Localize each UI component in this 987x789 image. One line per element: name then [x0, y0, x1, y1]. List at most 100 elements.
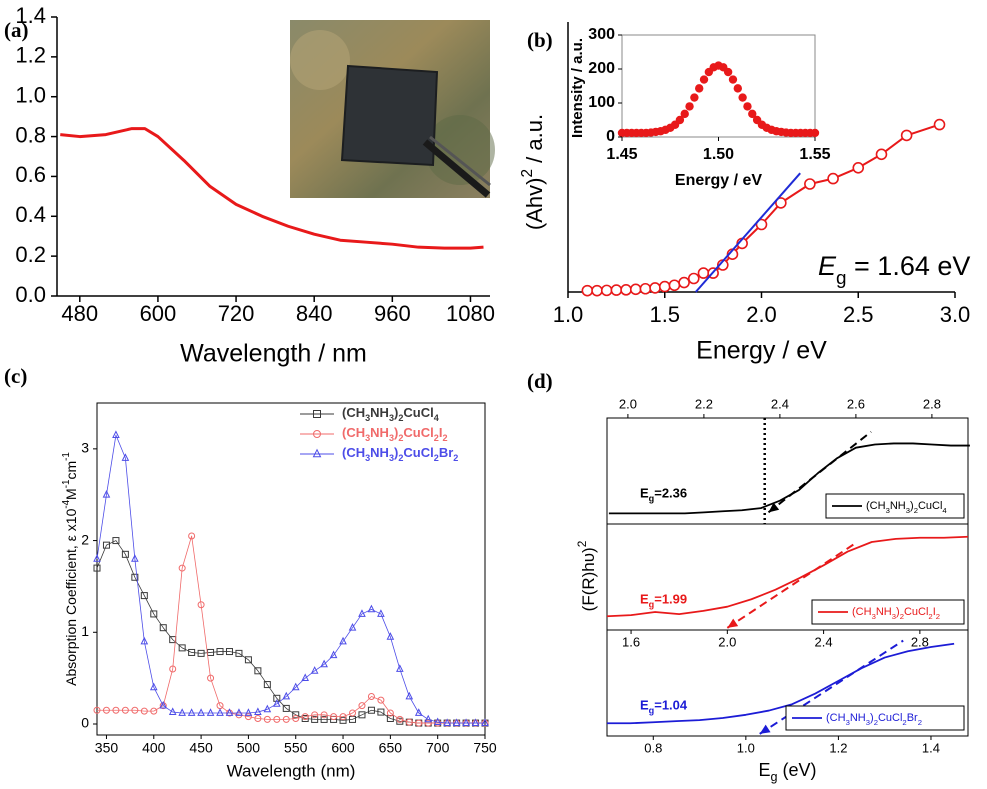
- x-axis-label: Wavelength / nm: [180, 340, 367, 368]
- formula-part: (CH: [866, 500, 886, 512]
- y-tick-label: 2: [81, 531, 89, 547]
- figure: (a) (b) (c) (d) 48060072084096010800.00.…: [0, 0, 987, 789]
- formula-part: NH: [890, 500, 906, 512]
- x-tick-label: 600: [331, 740, 355, 756]
- panel-label: (d): [527, 369, 553, 393]
- inset-frame: [622, 35, 815, 137]
- x-tick-label: 450: [189, 740, 213, 756]
- x-tick-label: 2.0: [718, 634, 736, 649]
- formula-part: (CH: [852, 606, 872, 618]
- y-axis-label-part: 2: [519, 169, 536, 178]
- y-tick-label: 0.2: [15, 242, 46, 267]
- legend-label: (CH3NH3)2CuCl2Br2: [342, 445, 458, 463]
- y-tick-label: 300: [588, 26, 615, 43]
- marker: [805, 179, 815, 189]
- formula-part: CuCl: [918, 500, 942, 512]
- marker: [669, 280, 679, 290]
- marker: [679, 278, 689, 288]
- marker: [695, 84, 703, 92]
- x-tick-label: 1.2: [829, 740, 847, 755]
- marker: [312, 667, 318, 673]
- marker: [689, 274, 699, 284]
- marker: [876, 149, 886, 159]
- y-axis-label-part: (F(R)hυ): [579, 547, 598, 611]
- marker: [631, 284, 641, 294]
- marker: [302, 675, 308, 681]
- y-axis-label-part: M: [63, 488, 79, 500]
- formula-part: CuCl: [904, 606, 928, 618]
- formula-part: 2: [453, 453, 458, 463]
- x-tick-label: 720: [218, 301, 255, 326]
- x-tick-label: 2.2: [695, 396, 713, 411]
- formula-part: Br: [907, 712, 918, 724]
- marker: [902, 130, 912, 140]
- formula-part: CuCl: [403, 425, 433, 440]
- annotation-part: =2.36: [654, 486, 687, 501]
- annotation-part: g: [836, 268, 847, 289]
- marker: [368, 606, 374, 612]
- formula-part: (CH: [342, 405, 365, 420]
- page: {"chart_data": [ {"type": "line", "panel…: [0, 0, 987, 789]
- x-tick-label: 1.50: [703, 146, 734, 163]
- x-tick-label: 0.8: [644, 740, 662, 755]
- y-axis-label-part: 2: [575, 540, 589, 547]
- x-axis-label: Eg (eV): [758, 760, 816, 785]
- y-tick-label: 0.0: [15, 282, 46, 307]
- y-tick-label: 100: [588, 94, 615, 111]
- annotation-part: E: [640, 592, 649, 607]
- y-tick-label: 0: [81, 715, 89, 731]
- legend-label: (CH3NH3)2CuCl2I2: [342, 425, 448, 443]
- formula-part: 4: [942, 506, 947, 515]
- marker: [650, 283, 660, 293]
- x-tick-label: 2.0: [746, 302, 777, 327]
- marker: [321, 661, 327, 667]
- marker: [685, 102, 693, 110]
- y-tick-label: 3: [81, 440, 89, 456]
- marker: [189, 709, 195, 715]
- x-tick-label: 2.4: [815, 634, 833, 649]
- marker: [660, 282, 670, 292]
- x-tick-label: 2.4: [771, 396, 789, 411]
- series-line: [97, 435, 485, 723]
- marker: [314, 450, 321, 457]
- y-tick-label: 1.4: [15, 3, 46, 28]
- y-tick-label: 0: [606, 128, 615, 145]
- x-tick-label: 1.0: [553, 302, 584, 327]
- annotation: Eg=2.36: [640, 486, 687, 504]
- x-tick-label: 750: [473, 740, 497, 756]
- annotation-part: E: [640, 486, 649, 501]
- formula-part: NH: [370, 405, 389, 420]
- x-tick-label: 1.0: [737, 740, 755, 755]
- marker: [592, 286, 602, 296]
- y-axis-label-part: -1: [61, 452, 72, 461]
- y-axis-label-part: Absorption Coefficient, ε x10: [63, 508, 79, 685]
- y-tick-label: 1.2: [15, 43, 46, 68]
- marker: [198, 709, 204, 715]
- marker: [700, 75, 708, 83]
- x-tick-label: 2.6: [847, 396, 865, 411]
- marker: [681, 110, 689, 118]
- marker: [621, 285, 631, 295]
- formula-part: NH: [850, 712, 866, 724]
- marker: [935, 120, 945, 130]
- photo-film: [342, 66, 437, 165]
- x-tick-label: 840: [296, 301, 333, 326]
- x-tick-label: 3.0: [940, 302, 971, 327]
- y-tick-label: 1: [81, 623, 89, 639]
- photo-blur: [290, 30, 350, 90]
- marker: [283, 693, 289, 699]
- marker: [208, 709, 214, 715]
- x-tick-label: 650: [379, 740, 403, 756]
- marker: [729, 75, 737, 83]
- marker: [611, 285, 621, 295]
- series-line: [97, 536, 485, 723]
- annotation-part: =1.99: [654, 592, 687, 607]
- y-axis-label-part: -1: [61, 480, 72, 489]
- x-tick-label: 350: [95, 740, 119, 756]
- y-tick-label: 0.8: [15, 122, 46, 147]
- x-tick-label: 1.45: [606, 146, 637, 163]
- marker: [853, 163, 863, 173]
- formula-part: (CH: [342, 425, 365, 440]
- formula-part: 2: [936, 612, 940, 621]
- arrow-head: [727, 619, 738, 628]
